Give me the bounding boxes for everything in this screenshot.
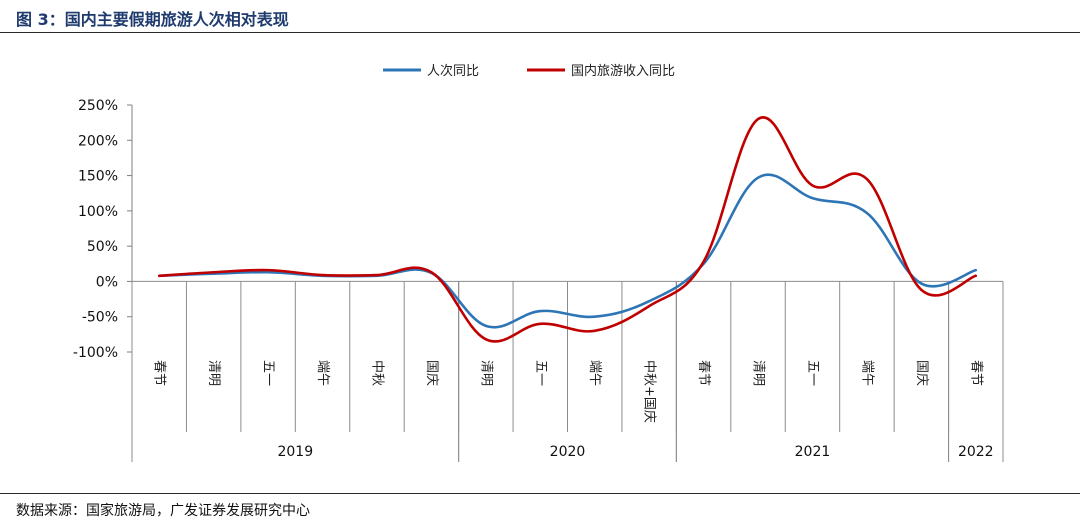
x-category-label: 春节 <box>152 360 167 386</box>
source-note: 数据来源：国家旅游局，广发证券发展研究中心 <box>16 503 310 519</box>
source-divider <box>0 493 1080 494</box>
x-category-label: 国庆 <box>424 360 439 386</box>
title-divider <box>0 32 1080 33</box>
x-category-label: 清明 <box>478 360 493 386</box>
x-category-label: 五一 <box>805 360 820 386</box>
x-category-label: 国庆 <box>914 360 929 386</box>
y-axis: 250% 200% 150% 100% 50% 0% -50% -100% <box>73 98 133 462</box>
y-tick-label: -100% <box>73 345 118 361</box>
x-group-label: 2019 <box>277 444 313 460</box>
x-category-label: 端午 <box>315 360 330 386</box>
x-category-label: 清明 <box>206 360 221 386</box>
figure-title: 图 3：国内主要假期旅游人次相对表现 <box>16 10 289 29</box>
x-category-label: 春节 <box>696 360 711 386</box>
x-axis: 春节 清明 五一 端午 中秋 国庆 清明 五一 端午 中秋+国庆 春节 清明 五一 端午 国庆 春节 2019 2… <box>131 280 1004 462</box>
y-tick-label: 200% <box>78 133 118 149</box>
x-category-label: 清明 <box>751 360 766 386</box>
x-category-label: 中秋+国庆 <box>642 360 657 423</box>
y-tick-label: 50% <box>87 239 118 255</box>
legend-label: 国内旅游收入同比 <box>571 63 675 79</box>
x-category-label: 五一 <box>261 360 276 386</box>
chart-legend: 人次同比 国内旅游收入同比 <box>383 63 675 79</box>
x-category-label: 五一 <box>533 360 548 386</box>
y-tick-label: 0% <box>96 274 118 290</box>
x-group-label: 2022 <box>958 444 994 460</box>
x-category-label: 春节 <box>968 360 983 386</box>
y-tick-label: -50% <box>82 310 118 326</box>
y-tick-label: 100% <box>78 204 118 220</box>
x-category-label: 中秋 <box>369 360 384 386</box>
series-line-2 <box>157 116 978 343</box>
plot-lines <box>157 116 978 343</box>
x-group-label: 2021 <box>795 444 831 460</box>
x-group-label: 2020 <box>550 444 586 460</box>
y-tick-label: 150% <box>78 169 118 185</box>
line-chart: 人次同比 国内旅游收入同比 250% 200% 150% 100% 50% 0% -50% -1… <box>73 63 1004 462</box>
x-category-label: 端午 <box>587 360 602 386</box>
x-category-label: 端午 <box>859 360 874 386</box>
legend-label: 人次同比 <box>427 63 479 79</box>
y-tick-label: 250% <box>78 98 118 114</box>
